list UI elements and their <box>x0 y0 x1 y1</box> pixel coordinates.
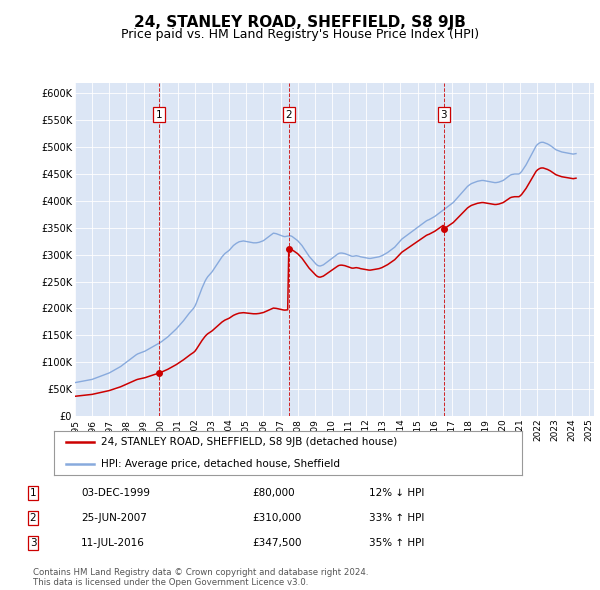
Text: 12% ↓ HPI: 12% ↓ HPI <box>369 488 424 497</box>
Text: 3: 3 <box>440 110 447 120</box>
Text: Contains HM Land Registry data © Crown copyright and database right 2024.
This d: Contains HM Land Registry data © Crown c… <box>33 568 368 587</box>
Text: 11-JUL-2016: 11-JUL-2016 <box>81 539 145 548</box>
Text: 25-JUN-2007: 25-JUN-2007 <box>81 513 147 523</box>
Text: 1: 1 <box>156 110 163 120</box>
Text: 3: 3 <box>29 539 37 548</box>
Text: 2: 2 <box>29 513 37 523</box>
Text: 33% ↑ HPI: 33% ↑ HPI <box>369 513 424 523</box>
Text: £310,000: £310,000 <box>252 513 301 523</box>
Text: Price paid vs. HM Land Registry's House Price Index (HPI): Price paid vs. HM Land Registry's House … <box>121 28 479 41</box>
Text: 2: 2 <box>286 110 292 120</box>
Text: 35% ↑ HPI: 35% ↑ HPI <box>369 539 424 548</box>
Text: £347,500: £347,500 <box>252 539 302 548</box>
Text: 24, STANLEY ROAD, SHEFFIELD, S8 9JB: 24, STANLEY ROAD, SHEFFIELD, S8 9JB <box>134 15 466 30</box>
Text: 1: 1 <box>29 488 37 497</box>
Text: 24, STANLEY ROAD, SHEFFIELD, S8 9JB (detached house): 24, STANLEY ROAD, SHEFFIELD, S8 9JB (det… <box>101 437 397 447</box>
Text: 03-DEC-1999: 03-DEC-1999 <box>81 488 150 497</box>
Text: HPI: Average price, detached house, Sheffield: HPI: Average price, detached house, Shef… <box>101 459 340 469</box>
Text: £80,000: £80,000 <box>252 488 295 497</box>
